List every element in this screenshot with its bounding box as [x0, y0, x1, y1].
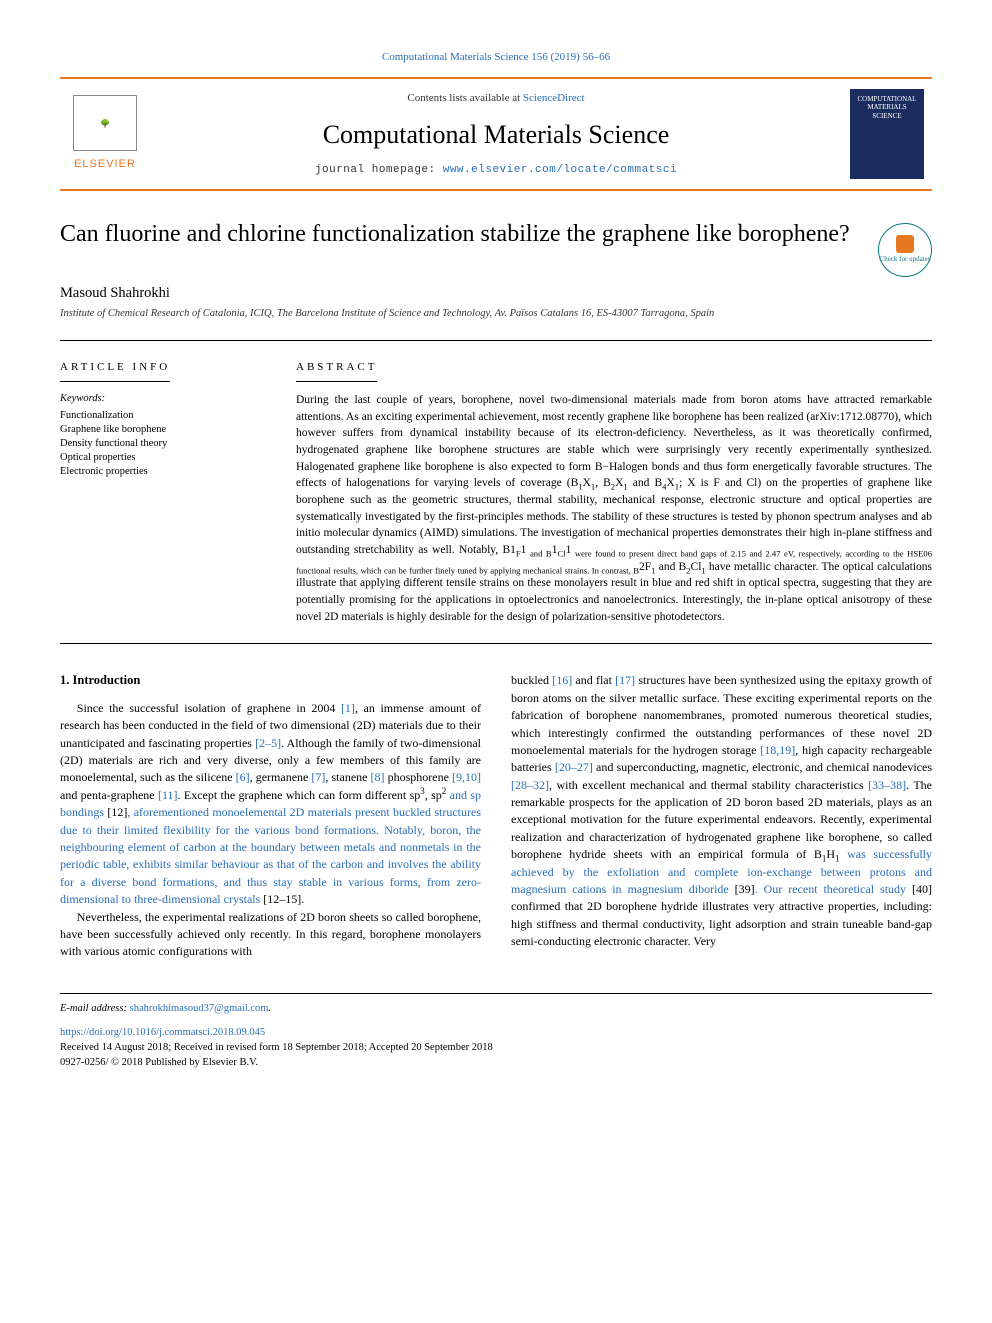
journal-header: 🌳 ELSEVIER Contents lists available at S…: [60, 77, 932, 190]
section-heading: 1. Introduction: [60, 672, 481, 690]
keywords-list: FunctionalizationGraphene like borophene…: [60, 409, 260, 480]
citation-ref[interactable]: [8]: [371, 770, 385, 784]
keyword-item: Graphene like borophene: [60, 423, 260, 437]
email-link[interactable]: shahrokhimasoud37@gmail.com: [130, 1003, 269, 1014]
body-col-left: 1. Introduction Since the successful iso…: [60, 672, 481, 960]
bookmark-icon: [896, 235, 914, 253]
author-name: Masoud Shahrokhi: [60, 283, 932, 303]
citation-ref[interactable]: [9,10]: [452, 770, 481, 784]
doi-line: https://doi.org/10.1016/j.commatsci.2018…: [60, 1026, 932, 1041]
info-abstract-block: ARTICLE INFO Keywords: Functionalization…: [60, 340, 932, 645]
footer: E-mail address: shahrokhimasoud37@gmail.…: [60, 993, 932, 1071]
publisher-name: ELSEVIER: [74, 157, 136, 172]
copyright-line: 0927-0256/ © 2018 Published by Elsevier …: [60, 1056, 932, 1071]
citation-ref[interactable]: [11]: [158, 788, 178, 802]
body-columns: 1. Introduction Since the successful iso…: [60, 672, 932, 960]
body-paragraph: buckled [16] and flat [17] structures ha…: [511, 672, 932, 950]
citation-ref[interactable]: [6]: [236, 770, 250, 784]
citation-ref[interactable]: [28–32]: [511, 778, 549, 792]
citation-ref[interactable]: [17]: [615, 673, 635, 687]
keywords-label: Keywords:: [60, 392, 260, 407]
journal-name: Computational Materials Science: [150, 117, 842, 153]
homepage-link[interactable]: www.elsevier.com/locate/commatsci: [443, 164, 677, 176]
citation-ref[interactable]: [1]: [341, 701, 355, 715]
keyword-item: Electronic properties: [60, 465, 260, 479]
homepage-line: journal homepage: www.elsevier.com/locat…: [150, 163, 842, 178]
citation-ref[interactable]: [16]: [552, 673, 572, 687]
email-line: E-mail address: shahrokhimasoud37@gmail.…: [60, 1002, 932, 1017]
header-center: Contents lists available at ScienceDirec…: [150, 79, 842, 188]
received-line: Received 14 August 2018; Received in rev…: [60, 1041, 932, 1056]
citation-ref[interactable]: . Our recent theoretical study: [755, 882, 912, 896]
publisher-logo: 🌳 ELSEVIER: [60, 79, 150, 188]
abstract-text: During the last couple of years, borophe…: [296, 392, 932, 625]
doi-link[interactable]: https://doi.org/10.1016/j.commatsci.2018…: [60, 1027, 265, 1038]
keyword-item: Optical properties: [60, 451, 260, 465]
article-info-head: ARTICLE INFO: [60, 360, 170, 382]
updates-label: Check for updates: [880, 255, 931, 265]
citation-ref[interactable]: [2–5]: [255, 736, 281, 750]
citation-ref[interactable]: [20–27]: [555, 760, 593, 774]
homepage-prefix: journal homepage:: [315, 164, 443, 176]
body-paragraph: Nevertheless, the experimental realizati…: [60, 909, 481, 961]
contents-prefix: Contents lists available at: [407, 92, 522, 104]
elsevier-tree-icon: 🌳: [73, 95, 137, 151]
abstract-head: ABSTRACT: [296, 360, 377, 382]
article-info: ARTICLE INFO Keywords: Functionalization…: [60, 357, 260, 626]
keyword-item: Density functional theory: [60, 437, 260, 451]
citation-ref[interactable]: [33–38]: [868, 778, 906, 792]
body-paragraph: Since the successful isolation of graphe…: [60, 700, 481, 909]
sciencedirect-link[interactable]: ScienceDirect: [523, 92, 585, 104]
article-title: Can fluorine and chlorine functionalizat…: [60, 219, 862, 250]
journal-citation: Computational Materials Science 156 (201…: [60, 50, 932, 65]
check-updates-badge[interactable]: Check for updates: [878, 223, 932, 277]
citation-ref[interactable]: [18,19]: [760, 743, 795, 757]
cover-thumbnail: COMPUTATIONAL MATERIALS SCIENCE: [850, 89, 924, 179]
contents-line: Contents lists available at ScienceDirec…: [150, 91, 842, 106]
citation-ref[interactable]: [7]: [311, 770, 325, 784]
author-affiliation: Institute of Chemical Research of Catalo…: [60, 307, 932, 322]
citation-ref[interactable]: , aforementioned monoelemental 2D materi…: [60, 805, 481, 906]
email-label: E-mail address:: [60, 1003, 130, 1014]
journal-cover: COMPUTATIONAL MATERIALS SCIENCE: [842, 79, 932, 188]
citation-link[interactable]: Computational Materials Science 156 (201…: [382, 51, 610, 63]
abstract: ABSTRACT During the last couple of years…: [296, 357, 932, 626]
keyword-item: Functionalization: [60, 409, 260, 423]
body-col-right: buckled [16] and flat [17] structures ha…: [511, 672, 932, 960]
